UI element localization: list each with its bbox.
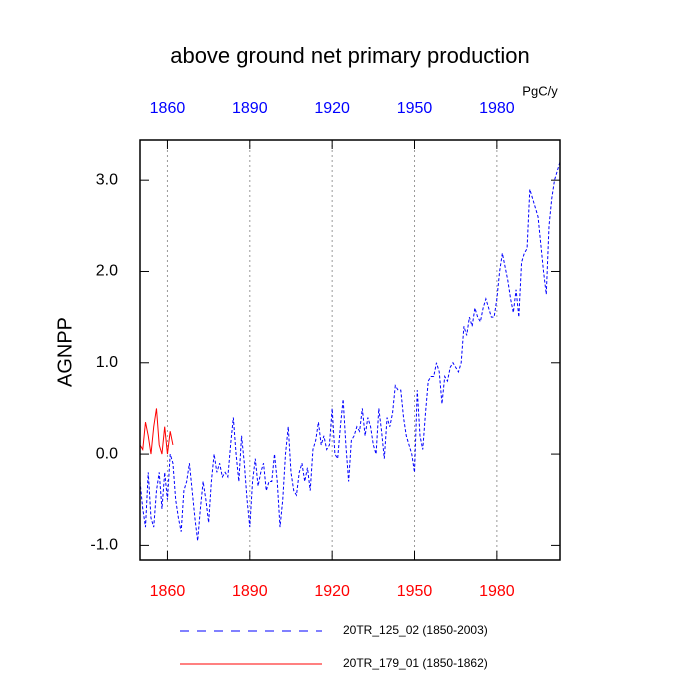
- x-tick-label-top: 1890: [232, 100, 268, 117]
- legend-label: 20TR_179_01 (1850-1862): [343, 656, 488, 670]
- legend-label: 20TR_125_02 (1850-2003): [343, 623, 488, 637]
- x-tick-label-top: 1980: [479, 100, 515, 117]
- x-tick-label-top: 1860: [150, 100, 186, 117]
- x-tick-label-top: 1920: [314, 100, 350, 117]
- y-tick-label: 3.0: [96, 171, 118, 188]
- plot-frame: [139, 139, 561, 561]
- y-tick-label: 0.0: [96, 445, 118, 462]
- y-axis-label: AGNPP: [54, 317, 76, 387]
- units-label: PgC/y: [522, 83, 558, 98]
- x-tick-label: 1920: [314, 583, 350, 600]
- x-tick-label: 1980: [479, 583, 515, 600]
- x-tick-label: 1950: [397, 583, 433, 600]
- chart-title: above ground net primary production: [170, 43, 530, 68]
- series-line: [140, 161, 560, 541]
- x-tick-label-top: 1950: [397, 100, 433, 117]
- y-tick-label: -1.0: [90, 537, 118, 554]
- y-tick-label: 2.0: [96, 263, 118, 280]
- series-line: [140, 408, 174, 455]
- x-tick-label: 1890: [232, 583, 268, 600]
- x-tick-label: 1860: [150, 583, 186, 600]
- y-tick-label: 1.0: [96, 354, 118, 371]
